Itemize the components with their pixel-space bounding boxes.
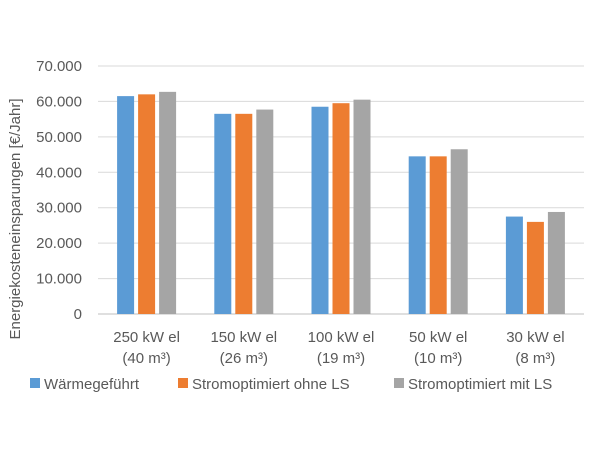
y-tick-label: 30.000 bbox=[36, 200, 82, 217]
bar-2-2 bbox=[353, 99, 371, 315]
x-category-label: 50 kW el bbox=[409, 329, 467, 346]
bar-2-3 bbox=[450, 149, 468, 314]
legend-label: Stromoptimiert mit LS bbox=[408, 376, 552, 393]
bar-2-1 bbox=[256, 109, 274, 314]
x-category-label: 100 kW el bbox=[308, 329, 375, 346]
y-tick-label: 60.000 bbox=[36, 93, 82, 110]
bar-0-3 bbox=[408, 156, 426, 314]
legend-label: Wärmegeführt bbox=[44, 376, 140, 393]
bar-1-2 bbox=[332, 103, 350, 314]
y-axis-label: Energiekosteneinsparungen [€/Jahr] bbox=[7, 99, 24, 340]
y-tick-label: 50.000 bbox=[36, 129, 82, 146]
bar-0-0 bbox=[117, 96, 135, 314]
x-category-label: (10 m³) bbox=[414, 350, 462, 367]
bar-2-4 bbox=[547, 211, 565, 314]
x-category-label: 30 kW el bbox=[506, 329, 564, 346]
y-tick-label: 10.000 bbox=[36, 271, 82, 288]
y-tick-label: 20.000 bbox=[36, 235, 82, 252]
legend-swatch-1 bbox=[178, 378, 188, 388]
x-category-label: 150 kW el bbox=[210, 329, 277, 346]
legend-label: Stromoptimiert ohne LS bbox=[192, 376, 350, 393]
bar-0-1 bbox=[214, 113, 232, 314]
bar-1-3 bbox=[429, 156, 447, 314]
y-tick-label: 40.000 bbox=[36, 164, 82, 181]
legend-swatch-0 bbox=[30, 378, 40, 388]
bars bbox=[117, 91, 565, 315]
x-axis-categories: 250 kW el (40 m³) 150 kW el (26 m³) 100 kW e… bbox=[113, 329, 564, 367]
legend-swatch-2 bbox=[394, 378, 404, 388]
bar-1-4 bbox=[526, 221, 544, 314]
legend: Wärmegeführt Stromoptimiert ohne LS Stromo… bbox=[30, 376, 552, 393]
bar-1-0 bbox=[138, 94, 156, 314]
bar-2-0 bbox=[159, 91, 177, 314]
x-category-label: (40 m³) bbox=[122, 350, 170, 367]
y-axis-ticks: 0 10.000 20.000 30.000 40.000 50.000 60.000 70.… bbox=[36, 58, 82, 323]
x-category-label: 250 kW el bbox=[113, 329, 180, 346]
bar-0-4 bbox=[505, 216, 523, 314]
y-tick-label: 70.000 bbox=[36, 58, 82, 75]
y-tick-label: 0 bbox=[74, 306, 82, 323]
bar-1-1 bbox=[235, 113, 253, 314]
bar-0-2 bbox=[311, 106, 329, 314]
x-category-label: (19 m³) bbox=[317, 350, 365, 367]
x-category-label: (26 m³) bbox=[220, 350, 268, 367]
x-category-label: (8 m³) bbox=[515, 350, 555, 367]
